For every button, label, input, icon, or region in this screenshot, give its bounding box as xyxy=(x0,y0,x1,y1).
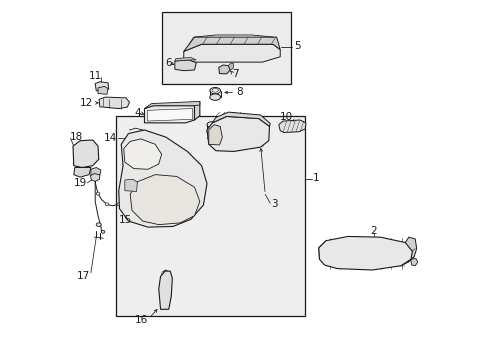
Ellipse shape xyxy=(83,154,87,157)
Ellipse shape xyxy=(87,148,91,151)
Polygon shape xyxy=(183,44,280,62)
Polygon shape xyxy=(135,140,142,146)
Text: 3: 3 xyxy=(271,199,277,209)
Ellipse shape xyxy=(80,158,83,161)
Ellipse shape xyxy=(96,192,100,195)
Ellipse shape xyxy=(96,223,101,226)
Bar xyxy=(116,116,305,316)
Ellipse shape xyxy=(153,157,161,162)
Bar xyxy=(162,12,290,84)
Polygon shape xyxy=(208,125,222,145)
Ellipse shape xyxy=(105,203,108,206)
Polygon shape xyxy=(99,97,129,109)
Text: 18: 18 xyxy=(70,132,83,142)
Text: 7: 7 xyxy=(231,69,238,79)
Polygon shape xyxy=(124,179,137,192)
Text: 1: 1 xyxy=(312,173,318,183)
Ellipse shape xyxy=(206,122,216,127)
Text: 10: 10 xyxy=(280,112,293,122)
Ellipse shape xyxy=(117,203,121,206)
Polygon shape xyxy=(147,109,192,121)
Polygon shape xyxy=(194,102,200,120)
Ellipse shape xyxy=(209,130,214,133)
Polygon shape xyxy=(278,120,305,132)
Polygon shape xyxy=(91,167,101,177)
Polygon shape xyxy=(318,241,329,260)
Polygon shape xyxy=(175,58,196,61)
Polygon shape xyxy=(212,112,270,126)
Polygon shape xyxy=(410,258,417,266)
Text: 15: 15 xyxy=(119,215,132,225)
Polygon shape xyxy=(228,63,233,70)
Polygon shape xyxy=(183,37,280,51)
Polygon shape xyxy=(318,237,411,270)
Polygon shape xyxy=(144,106,194,123)
Text: 9: 9 xyxy=(225,116,232,126)
Text: 19: 19 xyxy=(73,178,86,188)
Polygon shape xyxy=(73,140,99,167)
Text: 16: 16 xyxy=(135,315,148,325)
Text: 17: 17 xyxy=(77,271,90,281)
Polygon shape xyxy=(159,271,172,309)
Text: 11: 11 xyxy=(88,71,102,81)
Ellipse shape xyxy=(207,135,215,140)
Text: 4: 4 xyxy=(134,108,141,118)
Polygon shape xyxy=(123,139,162,169)
Ellipse shape xyxy=(209,87,220,94)
Ellipse shape xyxy=(206,129,216,134)
Text: 14: 14 xyxy=(103,133,116,143)
Ellipse shape xyxy=(101,230,104,233)
Polygon shape xyxy=(175,60,196,71)
Ellipse shape xyxy=(123,193,126,196)
Text: 2: 2 xyxy=(370,226,376,237)
Text: 8: 8 xyxy=(235,87,242,98)
Ellipse shape xyxy=(209,94,220,100)
Polygon shape xyxy=(144,102,200,109)
Polygon shape xyxy=(90,174,100,181)
Polygon shape xyxy=(95,82,108,91)
Text: 13: 13 xyxy=(141,175,154,185)
Polygon shape xyxy=(218,65,230,74)
Text: 6: 6 xyxy=(164,58,171,68)
Polygon shape xyxy=(206,116,269,152)
Polygon shape xyxy=(400,237,416,266)
Polygon shape xyxy=(98,86,108,94)
Text: 5: 5 xyxy=(293,41,300,51)
Text: 12: 12 xyxy=(79,98,93,108)
Ellipse shape xyxy=(153,168,161,172)
Polygon shape xyxy=(74,167,91,177)
Polygon shape xyxy=(119,130,206,227)
Polygon shape xyxy=(128,134,136,143)
Ellipse shape xyxy=(80,146,84,150)
Polygon shape xyxy=(130,175,200,225)
